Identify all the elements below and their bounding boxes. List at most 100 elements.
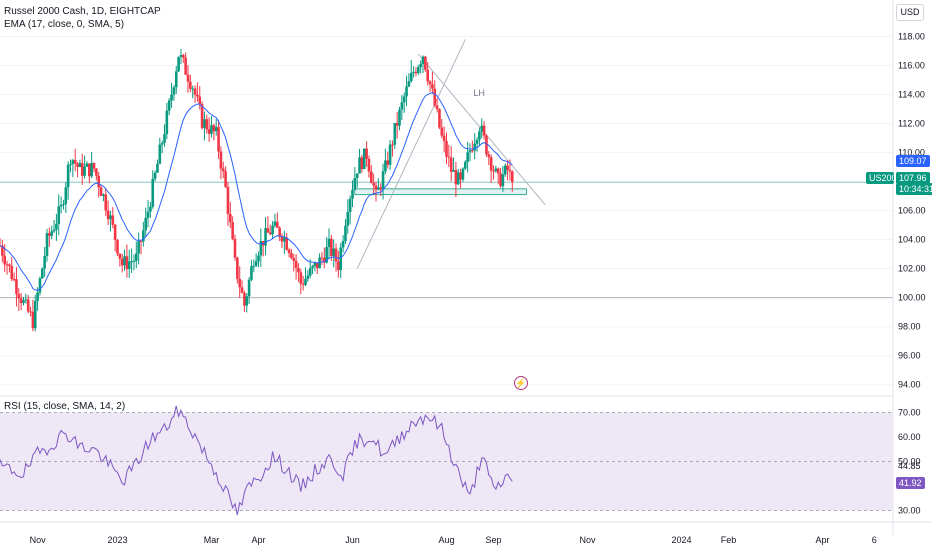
candle[interactable] (341, 235, 345, 253)
candle[interactable] (64, 182, 68, 213)
candle[interactable] (445, 132, 448, 165)
candle[interactable] (36, 287, 39, 311)
candle[interactable] (41, 267, 44, 279)
candle[interactable] (43, 247, 46, 278)
candle[interactable] (252, 259, 256, 273)
candle[interactable] (8, 263, 11, 273)
candle[interactable] (499, 167, 502, 188)
candle[interactable] (290, 248, 293, 260)
candle[interactable] (66, 161, 70, 200)
candle[interactable] (511, 170, 514, 192)
candle[interactable] (99, 185, 103, 196)
candle[interactable] (297, 263, 300, 282)
candle[interactable] (475, 137, 479, 152)
candle[interactable] (240, 280, 244, 294)
candle[interactable] (153, 170, 157, 182)
candle[interactable] (283, 230, 286, 254)
candle[interactable] (473, 133, 476, 160)
candle[interactable] (388, 140, 392, 170)
candle[interactable] (149, 202, 152, 218)
candle[interactable] (69, 159, 72, 173)
ema-legend[interactable]: EMA (17, close, 0, SMA, 5) (4, 19, 125, 30)
candle[interactable] (360, 155, 364, 173)
candle[interactable] (189, 74, 192, 93)
candle[interactable] (182, 53, 185, 63)
candle[interactable] (137, 232, 140, 265)
candle[interactable] (163, 124, 166, 147)
candle[interactable] (196, 82, 199, 102)
candle[interactable] (207, 117, 211, 142)
candle[interactable] (506, 160, 509, 181)
candle[interactable] (323, 247, 326, 269)
candle[interactable] (435, 98, 439, 113)
candle[interactable] (120, 253, 124, 273)
candle[interactable] (29, 306, 32, 317)
candle[interactable] (400, 94, 404, 121)
candles[interactable] (0, 49, 514, 332)
candle[interactable] (264, 217, 267, 256)
currency-button[interactable]: USD (896, 4, 924, 21)
candle[interactable] (332, 239, 335, 268)
candle[interactable] (370, 165, 373, 184)
candle[interactable] (78, 159, 82, 168)
candle[interactable] (111, 207, 115, 229)
candle[interactable] (165, 102, 169, 140)
candle[interactable] (193, 85, 197, 103)
candle[interactable] (15, 266, 18, 307)
candle[interactable] (221, 161, 225, 179)
candle[interactable] (247, 276, 251, 304)
candle[interactable] (348, 195, 352, 225)
candle[interactable] (198, 86, 202, 110)
candle[interactable] (146, 200, 150, 228)
candle[interactable] (285, 233, 288, 251)
candle[interactable] (346, 199, 350, 234)
candle[interactable] (238, 266, 241, 298)
candle[interactable] (12, 272, 16, 282)
candle[interactable] (339, 243, 343, 279)
candle[interactable] (395, 112, 399, 139)
candle[interactable] (456, 169, 460, 186)
candle[interactable] (358, 148, 361, 174)
candle[interactable] (158, 137, 162, 165)
candle[interactable] (412, 66, 415, 78)
candle[interactable] (184, 52, 187, 76)
candle[interactable] (391, 140, 394, 157)
candle[interactable] (144, 207, 147, 237)
candle[interactable] (276, 212, 279, 228)
candle[interactable] (299, 268, 303, 294)
candle[interactable] (468, 143, 472, 162)
candle[interactable] (31, 299, 35, 332)
candle[interactable] (156, 159, 159, 174)
lightning-icon[interactable]: ⚡ (514, 376, 528, 390)
candle[interactable] (304, 267, 307, 287)
candle[interactable] (104, 188, 108, 216)
candle[interactable] (398, 106, 401, 131)
candle[interactable] (487, 150, 491, 165)
candle[interactable] (219, 146, 223, 180)
candle[interactable] (167, 98, 171, 116)
candle[interactable] (95, 167, 98, 181)
candle[interactable] (229, 201, 232, 229)
candle[interactable] (313, 261, 317, 272)
candle[interactable] (353, 166, 357, 191)
candle[interactable] (5, 260, 9, 275)
candle[interactable] (409, 59, 413, 83)
candle[interactable] (482, 121, 486, 140)
candle[interactable] (292, 253, 296, 272)
candle[interactable] (365, 141, 368, 167)
candle[interactable] (278, 226, 281, 242)
candle[interactable] (132, 254, 136, 271)
candle[interactable] (327, 228, 331, 260)
candle[interactable] (22, 296, 25, 306)
candle[interactable] (489, 154, 493, 184)
candle[interactable] (109, 211, 112, 232)
candle[interactable] (372, 173, 375, 195)
candle[interactable] (471, 140, 474, 153)
candle[interactable] (88, 163, 91, 184)
candle[interactable] (452, 157, 455, 172)
candle[interactable] (257, 251, 260, 267)
candle[interactable] (92, 162, 96, 173)
candle[interactable] (245, 293, 249, 313)
candle[interactable] (461, 167, 465, 183)
candle[interactable] (212, 123, 216, 141)
